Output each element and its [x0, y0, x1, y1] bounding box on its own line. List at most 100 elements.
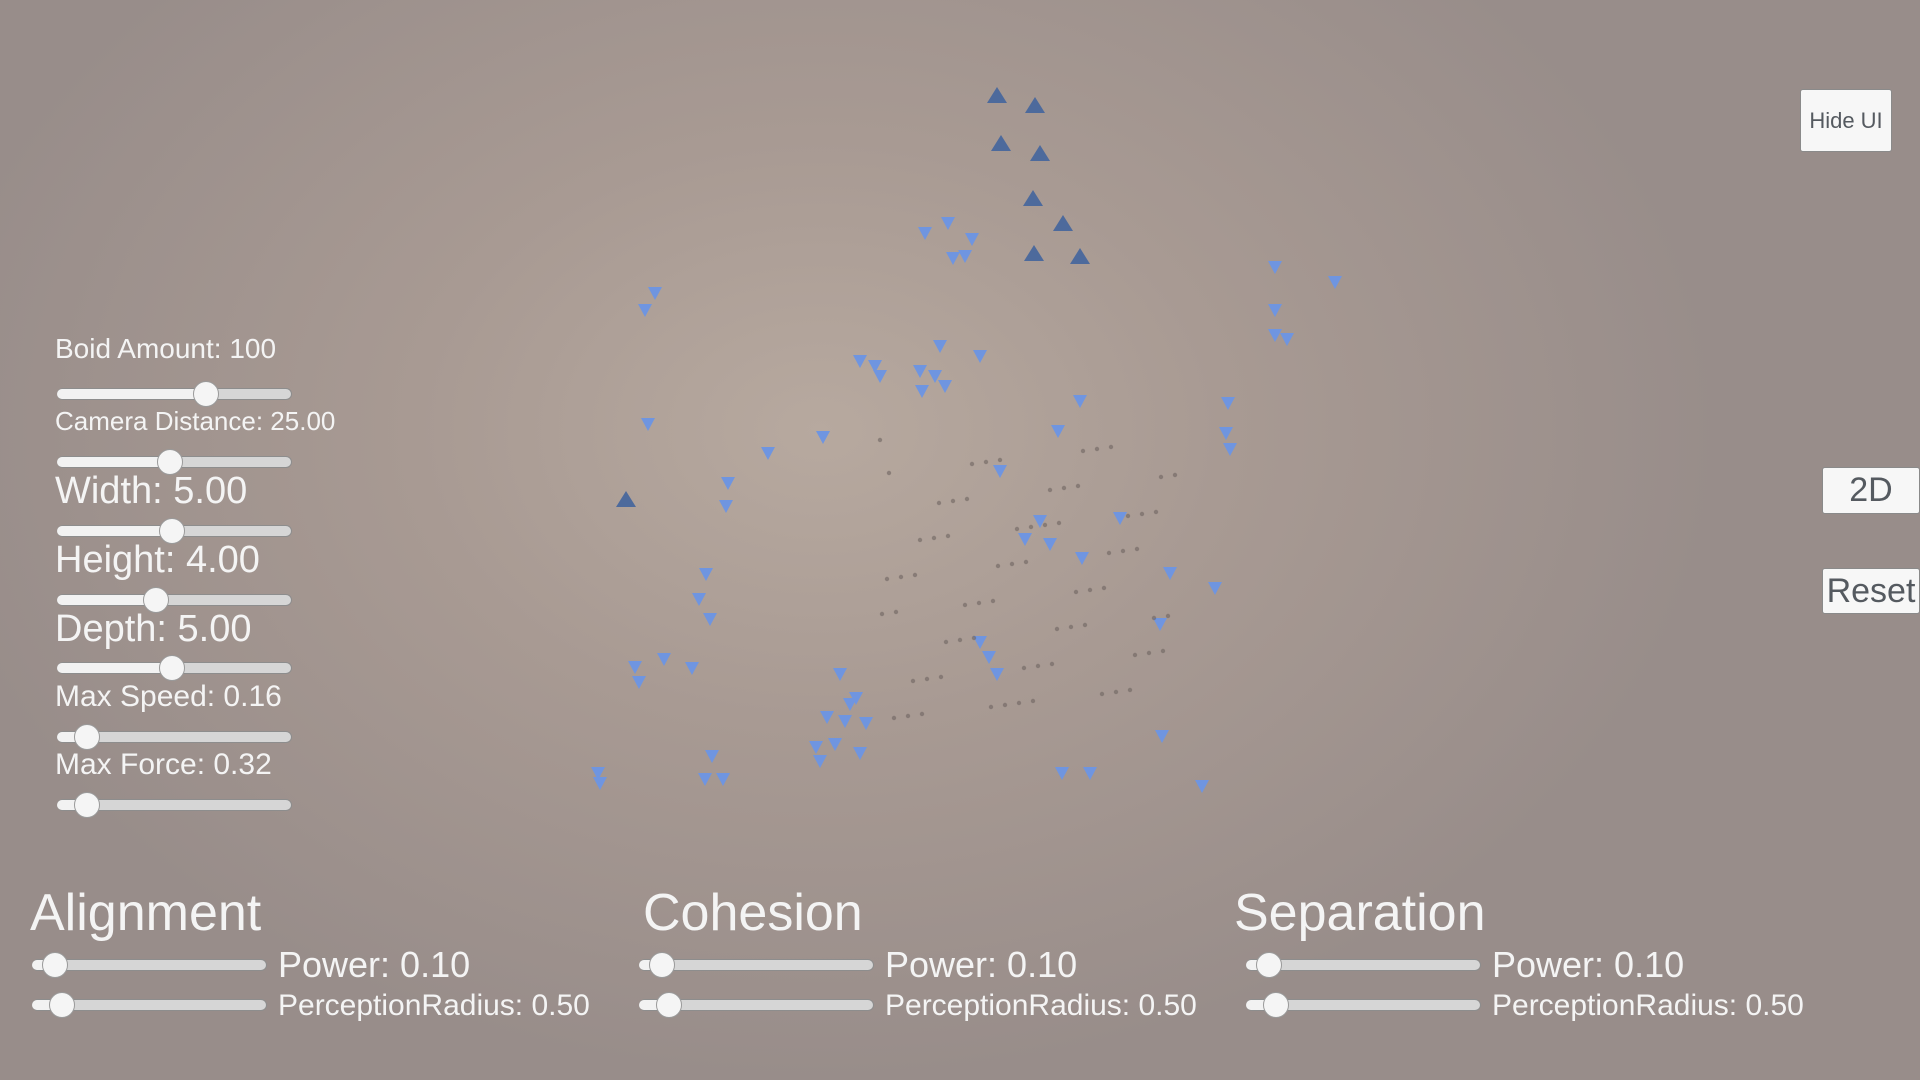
- slider-thumb[interactable]: [649, 952, 676, 978]
- reset-button[interactable]: Reset: [1822, 568, 1920, 614]
- boid-shadow: [893, 609, 899, 615]
- boid: [1195, 780, 1209, 793]
- boid: [868, 360, 882, 373]
- boid-shadow: [905, 713, 911, 719]
- boid-shadow: [1106, 550, 1112, 556]
- boid-shadow: [945, 533, 951, 539]
- boid: [991, 135, 1011, 151]
- boid: [705, 750, 719, 763]
- boid-shadow: [943, 639, 949, 645]
- boid: [632, 676, 646, 689]
- boid: [973, 636, 987, 649]
- camera-distance-slider[interactable]: [57, 449, 292, 475]
- slider-thumb[interactable]: [73, 792, 100, 818]
- boid: [685, 662, 699, 675]
- slider-thumb[interactable]: [1256, 952, 1283, 978]
- boid-shadow: [950, 498, 956, 504]
- alignment-power-slider[interactable]: [32, 952, 267, 978]
- boid-shadow: [1023, 559, 1029, 565]
- boid: [838, 715, 852, 728]
- boid-shadow: [1073, 589, 1079, 595]
- boid: [1023, 190, 1043, 206]
- boid: [591, 767, 605, 780]
- boid: [1163, 567, 1177, 580]
- boid-shadow: [1165, 613, 1171, 619]
- alignment-perception-radius-slider[interactable]: [32, 992, 267, 1018]
- boid: [1153, 618, 1167, 631]
- boid-shadow: [1080, 448, 1086, 454]
- slider-fill: [57, 526, 173, 536]
- slider-thumb[interactable]: [42, 952, 69, 978]
- boid-amount-slider[interactable]: [57, 381, 292, 407]
- max-force-slider[interactable]: [57, 792, 292, 818]
- boid: [1055, 767, 1069, 780]
- depth-slider[interactable]: [57, 655, 292, 681]
- boid: [843, 698, 857, 711]
- boid: [946, 252, 960, 265]
- slider-thumb[interactable]: [142, 587, 169, 613]
- boid: [721, 477, 735, 490]
- slider-thumb[interactable]: [1262, 992, 1289, 1018]
- boid: [1051, 425, 1065, 438]
- boid-shadow: [1002, 702, 1008, 708]
- boid-shadow: [964, 496, 970, 502]
- boid: [1018, 533, 1032, 546]
- boid: [716, 773, 730, 786]
- hide-ui-button[interactable]: Hide UI: [1800, 89, 1892, 152]
- slider-thumb[interactable]: [159, 655, 186, 681]
- boid-shadow: [1087, 587, 1093, 593]
- slider-fill: [1246, 1000, 1276, 1010]
- width-slider[interactable]: [57, 518, 292, 544]
- boid-shadow: [898, 574, 904, 580]
- boid-shadow: [1113, 689, 1119, 695]
- boid-shadow: [957, 637, 963, 643]
- boid-shadow: [938, 674, 944, 680]
- boid: [828, 738, 842, 751]
- boid: [1070, 248, 1090, 264]
- cohesion-perception-radius-label: PerceptionRadius: 0.50: [885, 989, 1197, 1022]
- boid-shadow: [1068, 624, 1074, 630]
- boid-shadow: [924, 676, 930, 682]
- max-speed-slider[interactable]: [57, 724, 292, 750]
- slider-thumb[interactable]: [159, 518, 186, 544]
- boid-shadow: [1146, 650, 1152, 656]
- boid: [648, 287, 662, 300]
- separation-power-slider[interactable]: [1246, 952, 1481, 978]
- slider-thumb[interactable]: [48, 992, 75, 1018]
- boid: [1033, 515, 1047, 528]
- boid: [853, 747, 867, 760]
- boid: [833, 668, 847, 681]
- slider-thumb[interactable]: [192, 381, 219, 407]
- boid-amount-label: Boid Amount: 100: [55, 333, 277, 364]
- boid-shadow: [912, 572, 918, 578]
- boid: [699, 568, 713, 581]
- boid: [1075, 552, 1089, 565]
- boid-shadow: [1014, 526, 1020, 532]
- cohesion-power-slider[interactable]: [639, 952, 874, 978]
- boid: [628, 661, 642, 674]
- alignment-perception-radius-label: PerceptionRadius: 0.50: [278, 989, 590, 1022]
- depth-label: Depth: 5.00: [55, 608, 252, 650]
- slider-thumb[interactable]: [157, 449, 184, 475]
- height-slider[interactable]: [57, 587, 292, 613]
- separation-perception-radius-slider[interactable]: [1246, 992, 1481, 1018]
- boid-shadow: [1099, 691, 1105, 697]
- boid: [719, 500, 733, 513]
- boid: [1219, 427, 1233, 440]
- boid: [809, 741, 823, 754]
- cohesion-perception-radius-slider[interactable]: [639, 992, 874, 1018]
- boid-shadow: [969, 461, 975, 467]
- boid-shadow: [1054, 626, 1060, 632]
- slider-thumb[interactable]: [655, 992, 682, 1018]
- boid: [761, 447, 775, 460]
- max-speed-label: Max Speed: 0.16: [55, 680, 282, 713]
- boid: [941, 217, 955, 230]
- boid: [982, 651, 996, 664]
- slider-thumb[interactable]: [73, 724, 100, 750]
- separation-title: Separation: [1234, 884, 1486, 942]
- boid-shadow: [1009, 561, 1015, 567]
- boid-shadow: [1042, 522, 1048, 528]
- 2d-mode-button[interactable]: 2D: [1822, 467, 1920, 514]
- boid-shadow: [962, 602, 968, 608]
